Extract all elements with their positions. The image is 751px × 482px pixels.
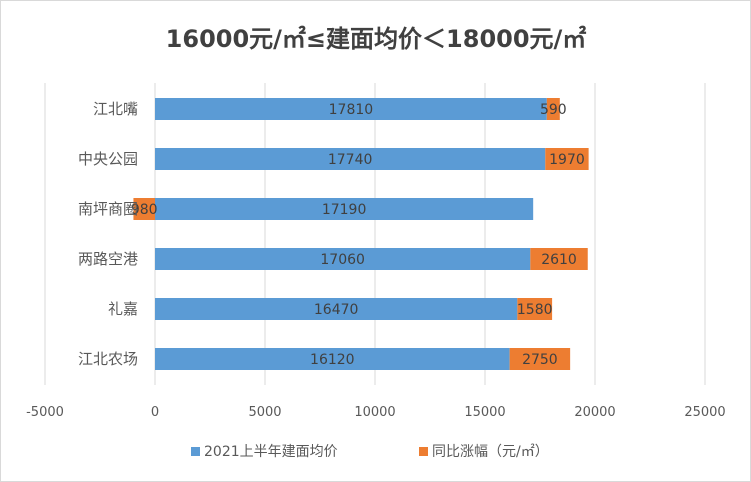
data-label-base-2: 17190 (322, 202, 367, 218)
data-label-base-0: 17810 (329, 102, 374, 118)
bar-base-0 (155, 98, 547, 120)
bar-change-1 (545, 148, 589, 170)
category-label-5: 江北农场 (78, 350, 138, 368)
data-label-base-4: 16470 (314, 302, 359, 318)
data-label-change-5: 2750 (522, 352, 558, 368)
x-tick-label-6: 25000 (684, 405, 725, 420)
bar-base-3 (155, 248, 531, 270)
category-label-4: 礼嘉 (108, 300, 138, 318)
data-label-change-3: 2610 (541, 252, 577, 268)
data-labels: 17810 590 17740 1970 17190 980 17060 2610 16470 1… (131, 102, 585, 368)
data-label-change-0: 590 (540, 102, 567, 118)
x-tick-label-0: -5000 (26, 405, 64, 420)
x-tick-labels: -5000 0 5000 10000 15000 20000 25000 (26, 405, 726, 420)
data-label-base-1: 17740 (328, 152, 373, 168)
bar-change-2 (133, 198, 155, 220)
category-label-1: 中央公园 (78, 150, 138, 168)
bar-change-0 (546, 98, 560, 120)
x-tick-label-3: 10000 (354, 405, 395, 420)
category-label-2: 南坪商圈 (78, 200, 138, 218)
bar-base-4 (155, 298, 518, 320)
x-tick-label-4: 15000 (464, 405, 505, 420)
legend-label-1: 同比涨幅（元/㎡） (432, 444, 549, 460)
legend-label-0: 2021上半年建面均价 (204, 444, 338, 460)
category-label-3: 两路空港 (78, 250, 138, 268)
data-label-change-1: 1970 (549, 152, 585, 168)
bar-base-2 (155, 198, 534, 220)
data-label-change-2: 980 (131, 202, 158, 218)
x-tick-label-1: 0 (151, 405, 159, 420)
legend-swatch-0 (191, 447, 200, 456)
data-label-base-5: 16120 (310, 352, 355, 368)
data-label-change-4: 1580 (517, 302, 553, 318)
bar-base-5 (155, 348, 510, 370)
legend: 2021上半年建面均价 同比涨幅（元/㎡） (191, 444, 549, 460)
bar-change-4 (517, 298, 553, 320)
chart-title: 16000元/㎡≤建面均价＜18000元/㎡ (166, 25, 587, 53)
gridlines (44, 83, 706, 385)
bar-base-1 (155, 148, 546, 170)
x-tick-label-2: 5000 (248, 405, 281, 420)
category-label-0: 江北嘴 (93, 100, 138, 118)
bar-change-5 (509, 348, 571, 370)
bars (133, 98, 589, 370)
bar-change-3 (530, 248, 588, 270)
legend-swatch-1 (419, 447, 428, 456)
data-label-base-3: 17060 (320, 252, 365, 268)
x-tick-label-5: 20000 (574, 405, 615, 420)
